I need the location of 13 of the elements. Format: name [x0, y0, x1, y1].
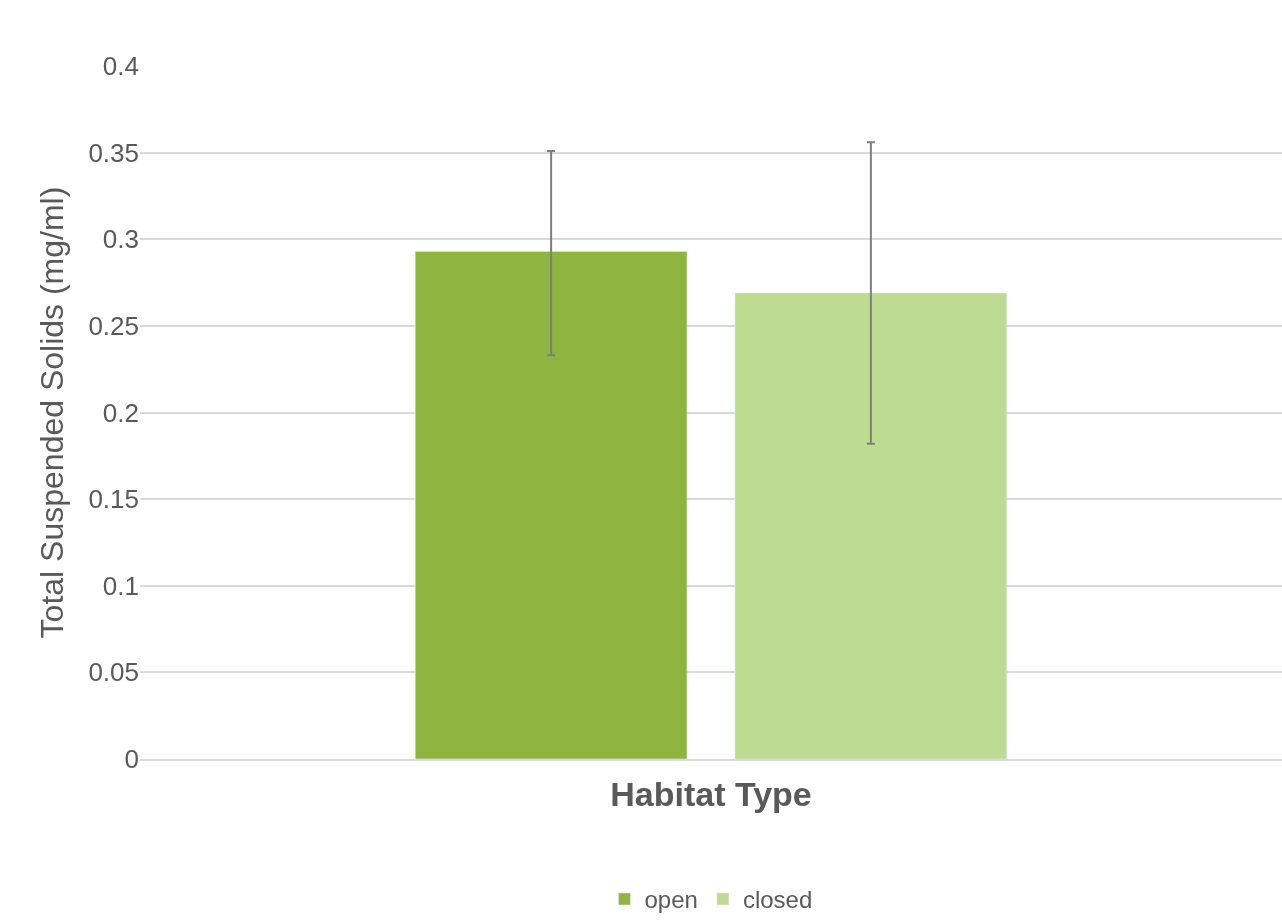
y-axis-title: Total Suspended Solids (mg/ml) — [33, 186, 70, 639]
y-tick-label: 0.35 — [88, 137, 139, 168]
legend-label: open — [644, 886, 698, 914]
y-tick-label: 0.05 — [88, 657, 139, 688]
x-axis-title: Habitat Type — [610, 775, 812, 814]
y-tick-label: 0.3 — [102, 224, 139, 255]
y-tick-label: 0.2 — [102, 397, 139, 428]
y-tick-label: 0 — [124, 744, 139, 775]
y-tick-label: 0.15 — [88, 484, 139, 515]
legend-label: closed — [742, 886, 813, 914]
y-tick-label: 0.25 — [88, 310, 139, 341]
y-tick-label: 0.4 — [102, 51, 139, 82]
y-tick-label: 0.1 — [102, 570, 139, 601]
